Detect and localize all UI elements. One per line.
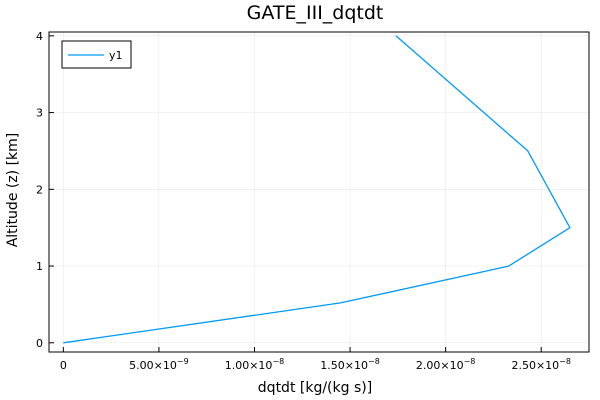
x-tick-label: 5.00×10−9 [129, 357, 189, 372]
grid [49, 32, 589, 352]
legend: y1 [61, 40, 132, 69]
plot-frame [48, 31, 590, 353]
x-axis-label: dqtdt [kg/(kg s)] [258, 380, 372, 396]
y-tick-label: 2 [36, 183, 43, 196]
y-axis-label: Altitude (z) [km] [5, 133, 21, 248]
series-line-y1 [63, 35, 571, 344]
series-layer [63, 35, 571, 344]
y-tick-label: 4 [36, 30, 43, 43]
x-tick-label: 1.00×10−8 [225, 357, 285, 372]
x-tick-label: 1.50×10−8 [320, 357, 380, 372]
y-tick-label: 0 [36, 337, 43, 350]
y-axis: 0 1 2 3 4 [36, 30, 54, 350]
chart-title: GATE_III_dqtdt [247, 2, 384, 24]
y-tick-label: 1 [36, 260, 43, 273]
y-tick-label: 3 [36, 107, 43, 120]
x-tick-label: 2.00×10−8 [416, 357, 476, 372]
x-axis: 0 5.00×10−9 1.00×10−8 1.50×10−8 2.00×10−8 2.5… [60, 347, 571, 372]
x-tick-label: 2.50×10−8 [511, 357, 571, 372]
x-tick-label: 0 [60, 359, 67, 372]
legend-label-y1: y1 [109, 49, 123, 62]
